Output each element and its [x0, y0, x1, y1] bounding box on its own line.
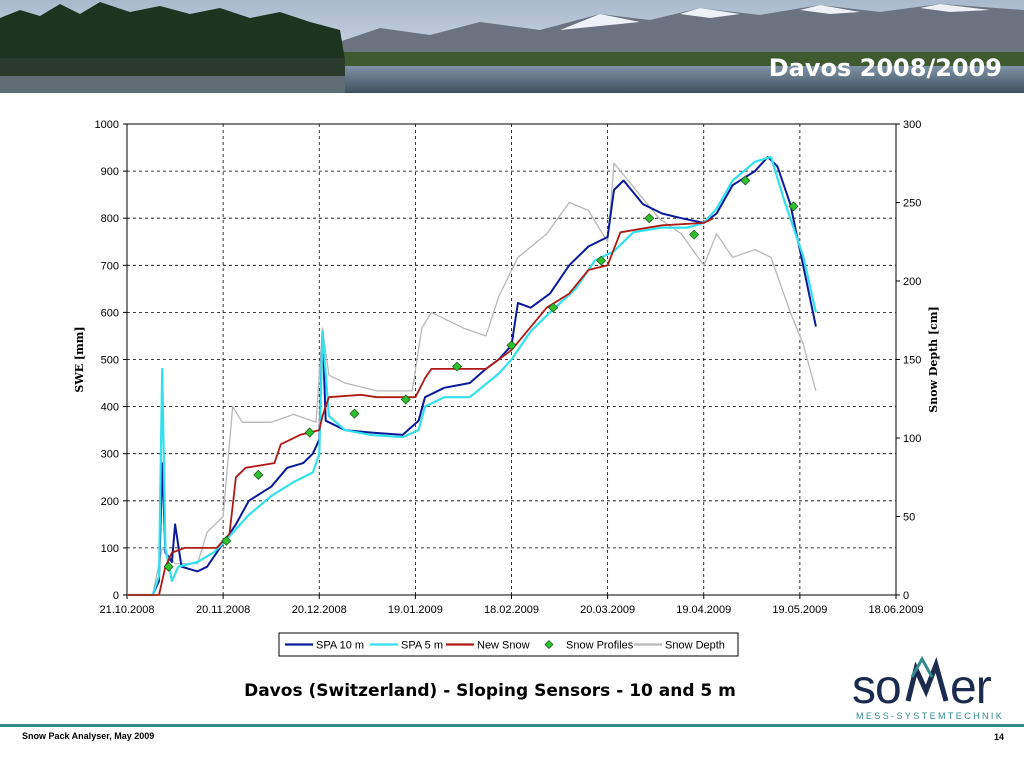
y-tick-label: 100 [101, 543, 119, 555]
slide-caption: Davos (Switzerland) - Sloping Sensors - … [244, 681, 736, 701]
series-line-snow-depth [127, 162, 817, 596]
snow-profile-marker [349, 408, 360, 419]
legend-swatch [544, 640, 554, 649]
footer-text: Snow Pack Analyser, May 2009 [22, 731, 155, 741]
snow-profile-marker [163, 561, 174, 572]
y-tick-label: 600 [101, 307, 119, 319]
footer-divider [0, 724, 1024, 727]
snow-profile-marker [304, 427, 315, 438]
page-number: 14 [993, 732, 1004, 742]
legend-label: New Snow [477, 640, 530, 652]
x-axis: 21.10.2008 20.11.2008 20.12.2008 19.01.2009… [99, 595, 924, 616]
y-tick-label: 800 [101, 213, 119, 225]
snow-profile-marker [788, 201, 799, 212]
y-tick-label: 400 [101, 402, 119, 414]
x-tick-label: 20.03.2009 [580, 604, 635, 616]
snow-profile-marker [221, 535, 232, 546]
y2-tick-label: 50 [903, 512, 915, 524]
snow-profile-marker [400, 394, 411, 405]
swe-chart: 0 100 200 300 400 500 600 700 800 900 1000 0 50 100 1… [73, 119, 940, 657]
legend: SPA 10 m SPA 5 m New Snow Snow Profiles Snow… [278, 632, 739, 657]
x-tick-label: 19.05.2009 [772, 604, 827, 616]
y2-tick-label: 0 [903, 590, 909, 602]
svg-text:er: er [950, 661, 992, 714]
chart-grid [127, 124, 896, 595]
y2-tick-label: 300 [903, 119, 921, 131]
svg-text:so: so [852, 661, 901, 714]
snow-profile-marker [644, 213, 655, 224]
y2-tick-label: 200 [903, 276, 921, 288]
legend-label: SPA 5 m [401, 640, 443, 652]
landscape-photo [0, 0, 1024, 93]
y-axis-right: 0 50 100 150 200 250 300 [896, 119, 921, 602]
y2-tick-label: 100 [903, 433, 921, 445]
y-tick-label: 500 [101, 355, 119, 367]
snow-profile-marker [548, 302, 559, 313]
x-tick-label: 19.01.2009 [388, 604, 443, 616]
x-tick-label: 19.04.2009 [676, 604, 731, 616]
x-tick-label: 18.02.2009 [484, 604, 539, 616]
snow-profile-marker [596, 255, 607, 266]
y-tick-label: 700 [101, 260, 119, 272]
y-tick-label: 300 [101, 449, 119, 461]
header-banner: Davos 2008/2009 [0, 0, 1024, 93]
series-layer [127, 155, 817, 597]
y-axis-label: SWE [mm] [73, 326, 86, 392]
snow-profile-marker [506, 340, 517, 351]
legend-label: SPA 10 m [316, 640, 364, 652]
snow-profile-marker [253, 469, 264, 480]
y-tick-label: 900 [101, 166, 119, 178]
snow-profile-marker [452, 361, 463, 372]
series-line-new-snow [127, 217, 714, 596]
x-tick-label: 20.11.2008 [196, 604, 250, 616]
series-line-spa-10-m [127, 156, 817, 596]
legend-label: Snow Profiles [566, 640, 634, 652]
x-tick-label: 18.06.2009 [868, 604, 923, 616]
snow-profile-marker [689, 229, 700, 240]
slide-title: Davos 2008/2009 [768, 54, 1002, 82]
y-tick-label: 200 [101, 496, 119, 508]
y2-tick-label: 150 [903, 355, 921, 367]
snow-profile-marker [740, 175, 751, 186]
y-tick-label: 0 [113, 590, 119, 602]
x-tick-label: 21.10.2008 [99, 604, 154, 616]
legend-label: Snow Depth [665, 640, 725, 652]
y-tick-label: 1000 [95, 119, 119, 131]
svg-text:MESS-SYSTEMTECHNIK: MESS-SYSTEMTECHNIK [856, 711, 1004, 721]
sommer-logo: so er MESS-SYSTEMTECHNIK [850, 655, 1020, 721]
y2-axis-label: Snow Depth [cm] [927, 306, 940, 412]
x-tick-label: 20.12.2008 [292, 604, 347, 616]
y2-tick-label: 250 [903, 198, 921, 210]
y-axis-left: 0 100 200 300 400 500 600 700 800 900 1000 [95, 119, 127, 602]
legend-box [278, 632, 739, 657]
